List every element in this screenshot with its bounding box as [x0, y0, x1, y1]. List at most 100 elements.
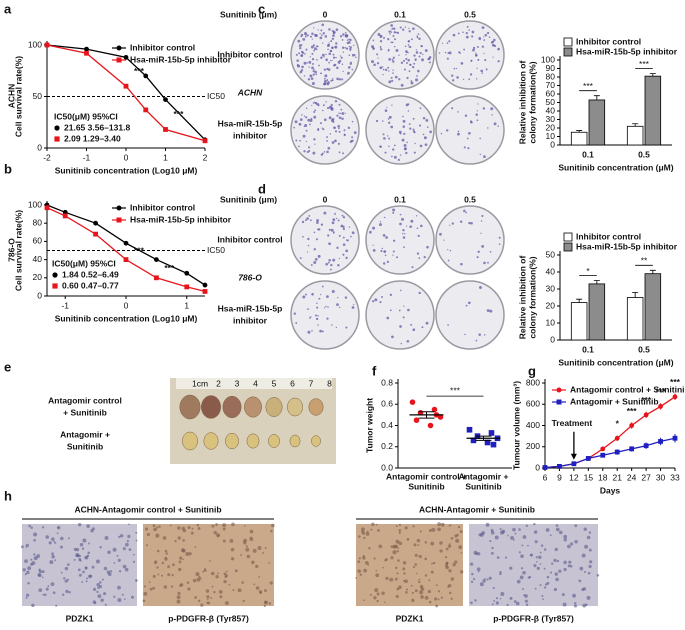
nucleus: [420, 595, 424, 599]
nucleus: [416, 538, 421, 543]
colony: [415, 215, 418, 217]
nucleus: [240, 554, 243, 557]
legend-label: Inhibitor control: [576, 231, 641, 241]
colony: [476, 110, 478, 112]
colony: [299, 47, 302, 50]
colony: [310, 45, 314, 49]
nucleus: [215, 523, 219, 527]
ic50-marker: [54, 136, 60, 142]
nucleus: [49, 560, 54, 565]
nucleus: [394, 544, 399, 549]
error-bar: [576, 130, 583, 133]
colony: [413, 54, 416, 57]
nucleus: [51, 552, 54, 556]
colony: [342, 253, 345, 256]
nucleus: [473, 578, 476, 581]
y-tick-label: 0.6: [381, 399, 393, 409]
nucleus: [117, 558, 121, 562]
nucleus: [525, 524, 528, 527]
nucleus: [527, 544, 529, 547]
colony: [482, 107, 486, 110]
nucleus: [217, 572, 219, 575]
colony: [374, 298, 378, 302]
nucleus: [363, 568, 367, 573]
colony: [417, 33, 420, 35]
x-tick-label: 30: [656, 472, 666, 482]
colony: [345, 256, 348, 260]
nucleus: [458, 545, 463, 550]
nucleus: [424, 541, 428, 544]
colony: [326, 106, 330, 110]
ic50-marker: [52, 283, 58, 289]
nucleus: [264, 589, 267, 592]
colony: [296, 59, 299, 62]
nucleus: [563, 534, 568, 539]
colony: [347, 126, 350, 129]
nucleus: [237, 588, 242, 593]
colony: [410, 81, 414, 85]
colony: [483, 334, 486, 336]
nucleus: [152, 574, 156, 578]
colony: [305, 129, 308, 132]
nucleus: [536, 566, 540, 570]
ruler-label: 7: [309, 378, 314, 388]
nucleus: [263, 604, 267, 608]
colony: [293, 126, 296, 129]
colony: [304, 33, 307, 36]
nucleus: [525, 603, 529, 607]
nucleus: [209, 560, 211, 562]
nucleus: [555, 527, 560, 532]
nucleus: [63, 577, 66, 580]
colony: [340, 56, 343, 59]
colony: [306, 62, 308, 64]
colony: [384, 151, 387, 154]
culture-plate: [435, 280, 505, 350]
colony: [327, 68, 331, 71]
colony: [393, 27, 396, 30]
nucleus: [420, 587, 425, 591]
colony: [396, 256, 399, 259]
colony: [413, 151, 416, 154]
colony: [392, 56, 395, 59]
nucleus: [128, 548, 132, 552]
nucleus: [119, 534, 124, 538]
dose-label: 0: [323, 9, 328, 19]
nucleus: [510, 535, 515, 540]
colony: [393, 155, 397, 159]
nucleus: [404, 526, 408, 530]
row-label: Antagomir +: [60, 429, 110, 439]
nucleus: [500, 591, 505, 596]
colony: [399, 26, 402, 29]
colony: [342, 243, 346, 247]
nucleus: [523, 594, 526, 597]
colony: [343, 129, 346, 132]
colony: [330, 40, 333, 43]
nucleus: [448, 584, 452, 588]
nucleus: [213, 531, 217, 535]
nucleus: [187, 587, 191, 591]
colony: [447, 324, 449, 326]
data-point: [62, 209, 68, 215]
colony: [392, 254, 394, 256]
data-point: [163, 127, 168, 132]
nucleus: [398, 528, 402, 532]
colony: [408, 123, 411, 125]
x-tick-label: 24: [627, 472, 637, 482]
nucleus: [382, 566, 384, 569]
nucleus: [554, 547, 558, 552]
colony: [402, 115, 404, 118]
colony: [319, 36, 323, 40]
colony: [475, 54, 478, 57]
colony: [465, 211, 467, 214]
colony: [306, 251, 309, 253]
nucleus: [444, 555, 448, 559]
colony: [300, 50, 304, 53]
colony: [338, 103, 341, 106]
colony: [476, 45, 479, 48]
y-axis-label: Relative inhibition of: [517, 61, 527, 145]
colony: [481, 214, 484, 218]
ic50-row: 21.65 3.56–131.8: [64, 122, 130, 132]
nucleus: [395, 524, 398, 528]
stain-label: PDZK1: [396, 613, 424, 623]
colony: [416, 35, 418, 37]
